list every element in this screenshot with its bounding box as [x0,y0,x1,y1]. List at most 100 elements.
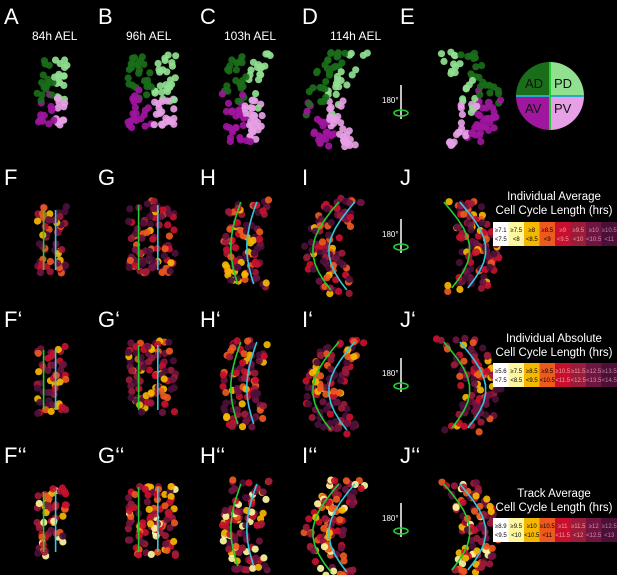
cell-dot [33,518,41,527]
cell-dot [263,341,271,349]
cell-dot [41,548,49,556]
panel-letter-F-prime: F‘ [4,307,22,332]
cell-dot [242,73,250,81]
cell-dot [125,507,133,515]
cell-dot [483,367,491,375]
legend-cell [555,222,571,246]
cell-dot [127,512,135,521]
cell-dot [40,204,48,212]
cell-dot [452,131,461,139]
quadrant-label-AV: AV [525,101,542,116]
cell-dot [262,495,270,503]
cell-dot [460,341,468,349]
cell-dot [339,526,347,534]
cell-dot [472,215,480,223]
cell-dot [238,400,246,408]
cell-dot [132,116,140,125]
quadrant-label-PV: PV [554,101,572,116]
cell-dot [472,239,480,248]
cell-dot [229,126,237,134]
cell-dot [165,232,173,240]
panel-letter-A: A [4,4,19,29]
cell-dot [146,69,154,77]
cell-dot [485,391,493,399]
cell-dot [165,338,173,346]
cell-dot [234,263,242,271]
cell-dot [218,521,227,529]
outline-layer [42,201,487,573]
outline-curve [443,341,471,429]
cell-dot [456,60,464,68]
cell-dot [49,485,57,493]
outline-curve [230,483,242,567]
cell-dot [47,407,55,416]
cell-dot [38,209,47,218]
cell-dot [316,139,324,147]
legend-cell [539,363,555,387]
cell-dot [40,57,49,65]
cell-dot [33,217,42,225]
legend-1-title-line1: Individual Average [507,191,601,203]
cell-dot [228,487,236,495]
cell-dot [316,248,324,256]
cell-dot [475,73,483,81]
cell-dot [478,62,486,70]
cell-dot [54,104,62,112]
cell-dot [59,512,67,520]
legend-cell-label-top: ≥9.5 [572,228,584,234]
cell-dot [336,376,345,385]
cell-dot [228,107,236,115]
legend-cell-label-top: ≥10 [589,228,600,234]
cell-dot [53,228,61,236]
cell-dot [330,567,338,575]
cell-dot [261,562,269,570]
cell-dot [220,404,228,412]
cell-dot [332,90,340,98]
cell-dot [344,352,352,360]
rotation-label: 180° [382,230,399,239]
cell-dot [233,59,242,67]
cell-dot [150,121,158,129]
legend-cell [601,518,617,542]
cell-dot [248,423,256,431]
cell-dot [224,267,232,275]
cell-dot [249,564,257,572]
cell-dot [161,245,169,253]
cell-dot [483,351,491,359]
cell-dot [338,404,346,412]
cell-dot [320,543,329,551]
cell-dot [444,287,452,295]
cell-dot [149,235,157,243]
cell-dot [345,289,353,298]
panel-letter-E: E [400,4,415,29]
cell-dot [150,263,158,271]
legend-cell-label-bottom: <11 [542,533,552,539]
cell-dot [156,68,164,76]
cell-dot [144,342,152,350]
cell-dot [156,82,164,90]
cell-dot [477,203,486,211]
cell-dot [461,554,470,562]
cell-dot [48,91,56,99]
cell-dot [468,129,476,137]
legend-cell-label-bottom: <8.5 [526,237,539,243]
legend-cell-label-bottom: <7.5 [495,237,508,243]
legend-cell-label-top: ≥8.9 [495,524,507,530]
cell-dot [337,102,345,110]
cell-dot [471,94,479,103]
legend-3-title-line1: Track Average [517,488,591,500]
cell-dot [447,141,455,149]
cell-dot [167,493,175,501]
cell-dot [467,200,475,208]
cell-dot [54,345,62,354]
cell-dot [146,520,155,528]
legend-cell-label-top: ≥13.5 [602,369,617,375]
legend-cell [539,222,555,246]
outline-curve [443,483,471,571]
outline-curve [459,341,487,429]
cell-dot [239,359,247,367]
legend-cell [508,518,524,542]
cell-dot [151,524,159,532]
legend-cell-label-top: ≥10.5 [602,228,617,234]
cell-dot [316,384,324,392]
